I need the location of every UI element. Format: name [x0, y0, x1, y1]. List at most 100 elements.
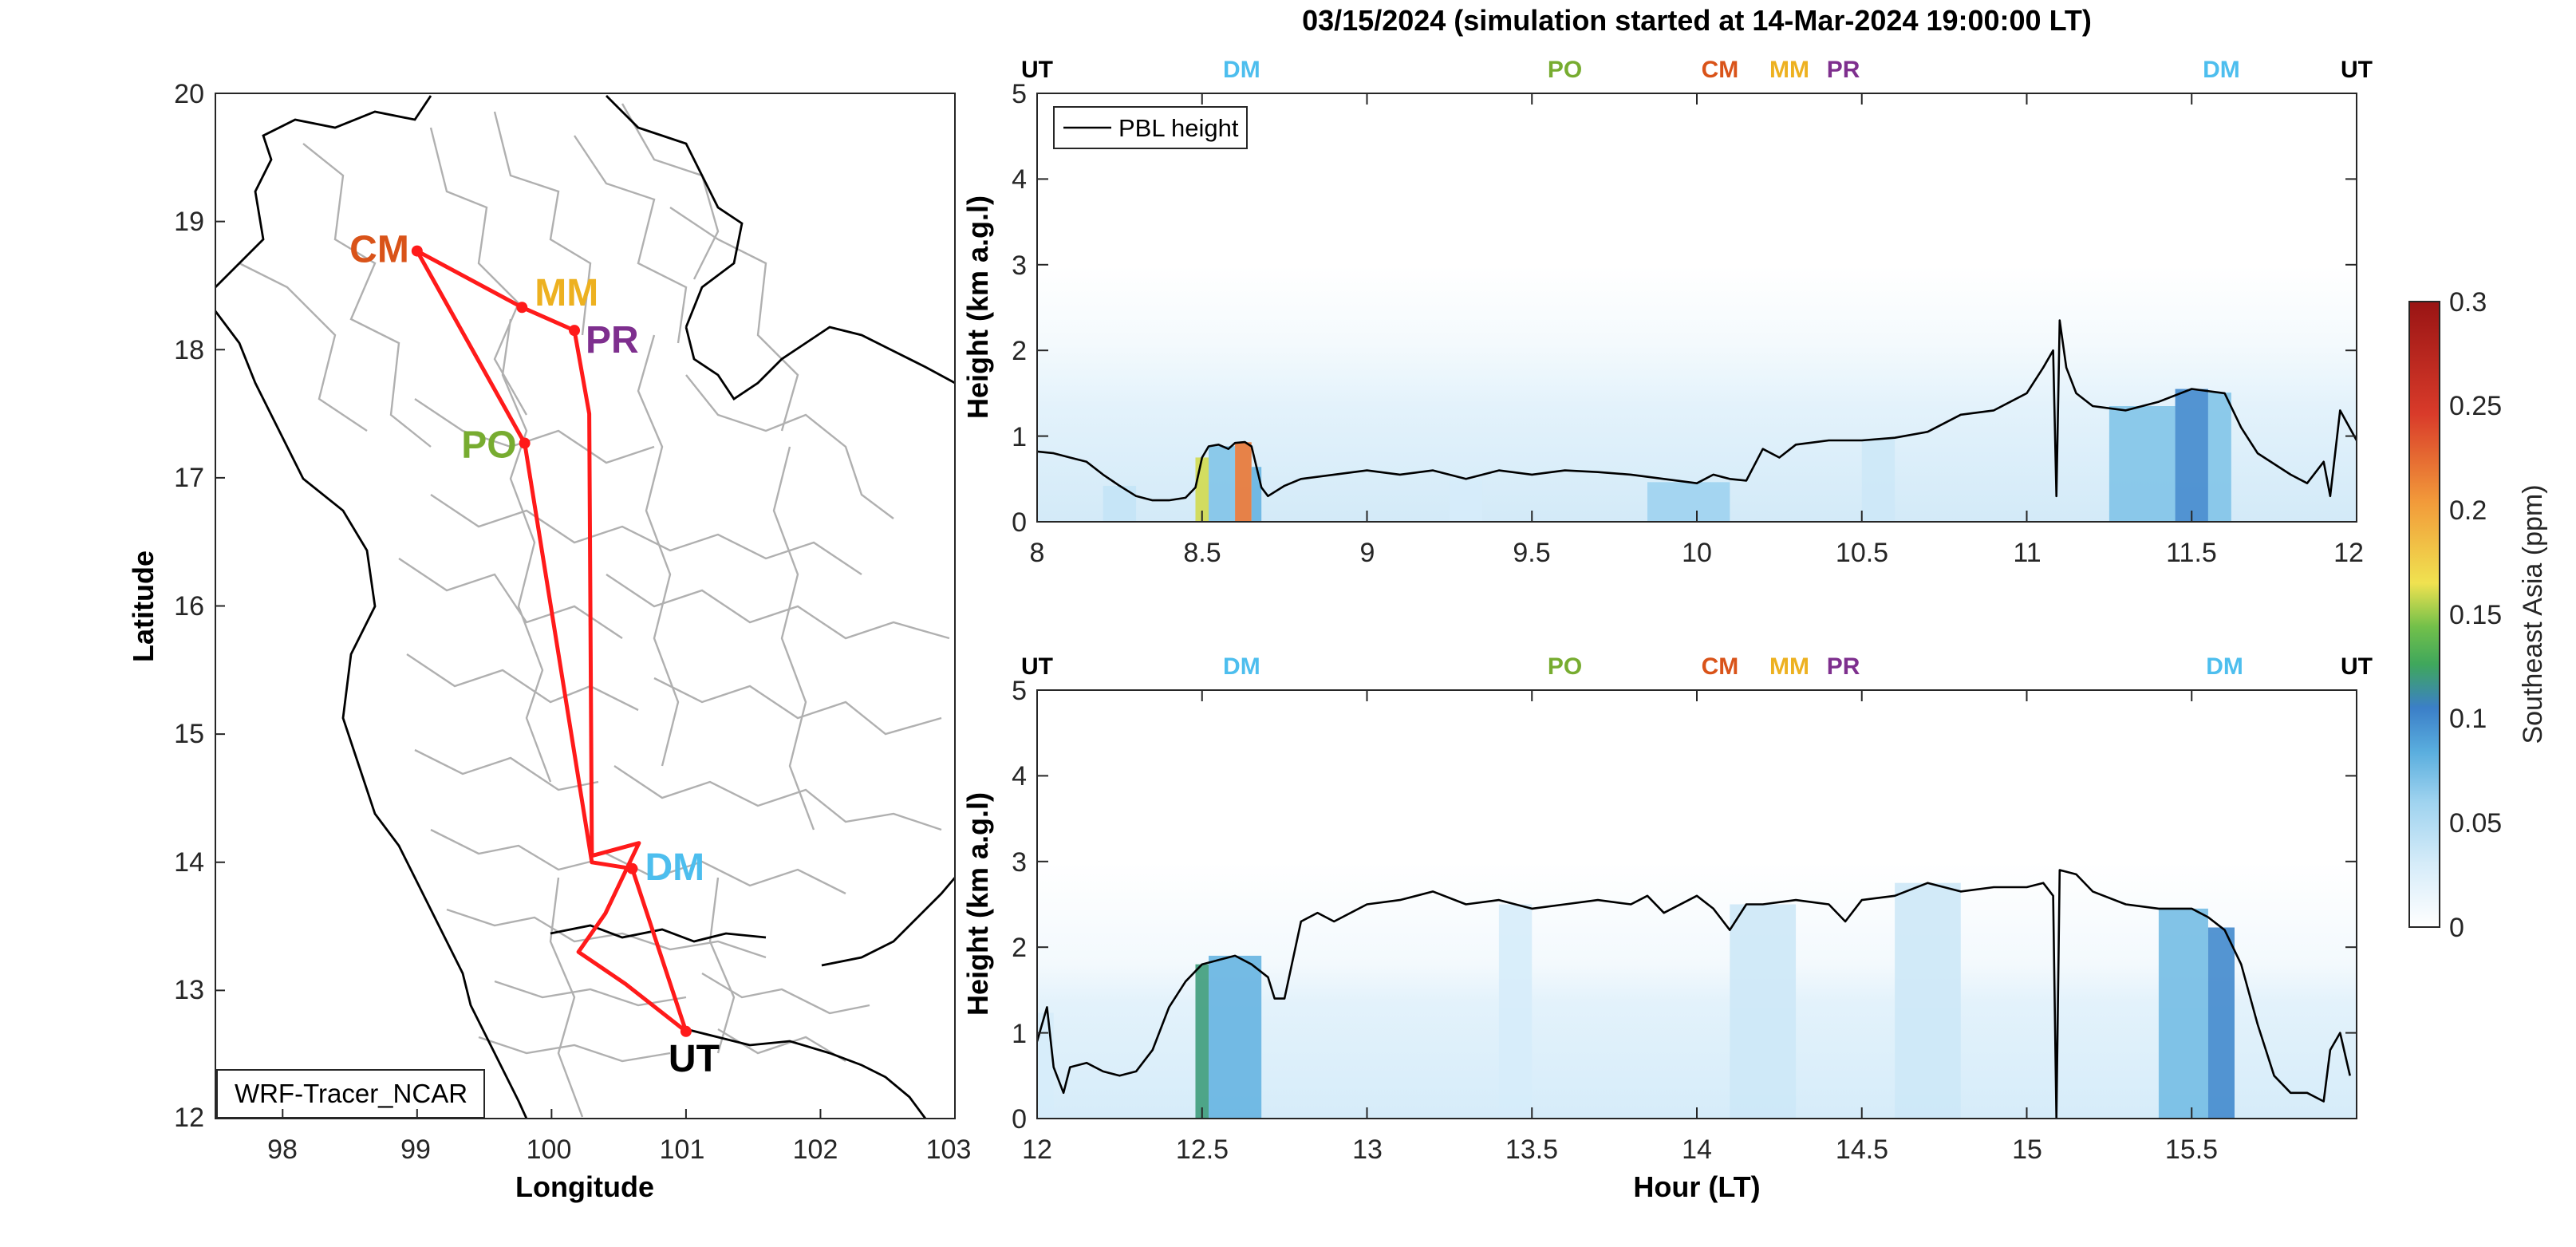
station-dot-dm [626, 862, 638, 874]
top-yticks: 5 4 3 2 1 0 [1012, 79, 1027, 538]
bottom-ytick: 4 [1012, 761, 1027, 791]
colorbar-label: Southeast Asia (ppm) [2518, 484, 2548, 744]
map-axes [215, 93, 955, 1119]
location-marker-ut: UT [2341, 57, 2373, 83]
station-label-po: PO [461, 424, 516, 467]
bottom-tracer-columns [1037, 882, 2235, 1119]
top-xtick: 11 [2013, 538, 2041, 568]
tracer-column [1498, 904, 1533, 1119]
station-label-dm: DM [645, 846, 704, 889]
map-ytick: 19 [174, 207, 204, 237]
map-ytick: 12 [174, 1103, 204, 1133]
bottom-ytick: 2 [1012, 933, 1027, 963]
map-xticks: 98 99 100 101 102 103 [267, 1135, 971, 1165]
top-axis-ticks [1036, 93, 2357, 523]
map-yticks: 20 19 18 17 16 15 14 13 12 [174, 79, 204, 1133]
location-marker-po: PO [1548, 57, 1582, 83]
colorbar-tick: 0.1 [2449, 704, 2487, 734]
figure-title: 03/15/2024 (simulation started at 14-Mar… [1302, 4, 2092, 37]
station-dot-mm [516, 302, 528, 314]
top-xtick: 8.5 [1183, 538, 1221, 568]
top-xtick: 10 [1682, 538, 1712, 568]
bottom-xtick: 12 [1022, 1135, 1052, 1165]
bottom-xtick: 15 [2012, 1135, 2042, 1165]
tracer-column [1895, 882, 1961, 1119]
map-xtick: 100 [527, 1135, 572, 1165]
top-panel: 5 4 3 2 1 0 8 8.5 9 9.5 10 10.5 11 11.5 … [961, 57, 2373, 568]
top-xtick: 9 [1360, 538, 1375, 568]
tracer-column [1235, 442, 1252, 522]
location-marker-dm: DM [1223, 57, 1260, 83]
map-tick-marks [215, 93, 956, 1119]
colorbar-tick: 0.2 [2449, 495, 2487, 526]
map-ylabel: Latitude [127, 550, 160, 662]
station-label-cm: CM [349, 229, 409, 271]
station-label-mm: MM [535, 272, 598, 314]
map-ytick: 14 [174, 847, 204, 878]
tracer-column [2175, 389, 2208, 522]
station-dot-ut [680, 1025, 692, 1037]
bottom-ytick: 5 [1012, 676, 1027, 706]
bottom-location-markers: UT DM PO CM MM PR DM UT [1021, 653, 2373, 680]
map-ytick: 20 [174, 79, 204, 109]
bottom-xtick: 12.5 [1176, 1135, 1229, 1165]
model-label-box [216, 1069, 485, 1119]
map-xtick: 99 [400, 1135, 431, 1165]
top-tracer-columns [1103, 389, 2231, 522]
top-xtick: 12 [2333, 538, 2364, 568]
tracer-column [2109, 406, 2176, 522]
station-label-pr: PR [586, 319, 639, 361]
location-marker-mm: MM [1769, 653, 1809, 680]
map-ytick: 13 [174, 975, 204, 1005]
bottom-xtick: 13 [1352, 1135, 1383, 1165]
bottom-ytick: 0 [1012, 1104, 1027, 1135]
colorbar-tick: 0.25 [2449, 391, 2502, 421]
colorbar: 0.3 0.25 0.2 0.15 0.1 0.05 0 Southeast A… [2408, 287, 2548, 943]
top-xticks: 8 8.5 9 9.5 10 10.5 11 11.5 12 [1030, 538, 2364, 568]
tracer-column [1209, 446, 1236, 522]
station-label-ut: UT [669, 1038, 720, 1080]
bottom-ylabel: Height (km a.g.l) [961, 792, 994, 1016]
bottom-ytick: 3 [1012, 847, 1027, 878]
legend-label: PBL height [1118, 114, 1239, 142]
model-label: WRF-Tracer_NCAR [235, 1079, 467, 1108]
bottom-xtick: 13.5 [1505, 1135, 1558, 1165]
bottom-axis-ticks [1036, 689, 2357, 1119]
tracer-column [1209, 955, 1262, 1119]
top-ytick: 0 [1012, 507, 1027, 538]
tracer-column [1251, 467, 1262, 522]
top-ytick: 3 [1012, 251, 1027, 281]
tracer-column [1449, 479, 1483, 522]
tracer-column [1730, 904, 1797, 1119]
bottom-xlabel: Hour (LT) [1633, 1170, 1760, 1203]
bottom-xtick: 14 [1682, 1135, 1712, 1165]
bottom-ytick: 1 [1012, 1019, 1027, 1049]
station-dot-po [519, 437, 531, 449]
top-legend: PBL height [1053, 106, 1248, 149]
top-ylabel: Height (km a.g.l) [961, 195, 994, 419]
map-panel: CM MM PR PO DM UT 98 99 100 101 102 103 20 19… [127, 79, 971, 1203]
bottom-panel: 5 4 3 2 1 0 12 12.5 13 13.5 14 14.5 15 1… [961, 653, 2373, 1203]
map-xtick: 103 [926, 1135, 972, 1165]
station-markers: CM MM PR PO DM UT [349, 229, 720, 1080]
location-marker-dm: DM [1223, 653, 1260, 680]
colorbar-tick: 0.15 [2449, 600, 2502, 630]
map-ytick: 17 [174, 463, 204, 493]
location-marker-cm: CM [1702, 653, 1739, 680]
location-marker-ut: UT [1021, 653, 1053, 680]
bottom-yticks: 5 4 3 2 1 0 [1012, 676, 1027, 1135]
tracer-column [1103, 485, 1137, 522]
bottom-xtick: 15.5 [2165, 1135, 2218, 1165]
station-dot-pr [569, 325, 581, 337]
colorbar-tick: 0 [2449, 913, 2464, 943]
location-marker-cm: CM [1702, 57, 1739, 83]
top-xtick: 10.5 [1836, 538, 1888, 568]
bottom-pbl-line [1037, 869, 2351, 1119]
tracer-column [2158, 908, 2208, 1119]
map-xlabel: Longitude [515, 1170, 654, 1203]
top-ytick: 5 [1012, 79, 1027, 109]
top-location-markers: UT DM PO CM MM PR DM UT [1021, 57, 2373, 83]
map-boundaries [215, 95, 955, 1119]
location-marker-dm: DM [2203, 57, 2240, 83]
map-xtick: 101 [660, 1135, 705, 1165]
